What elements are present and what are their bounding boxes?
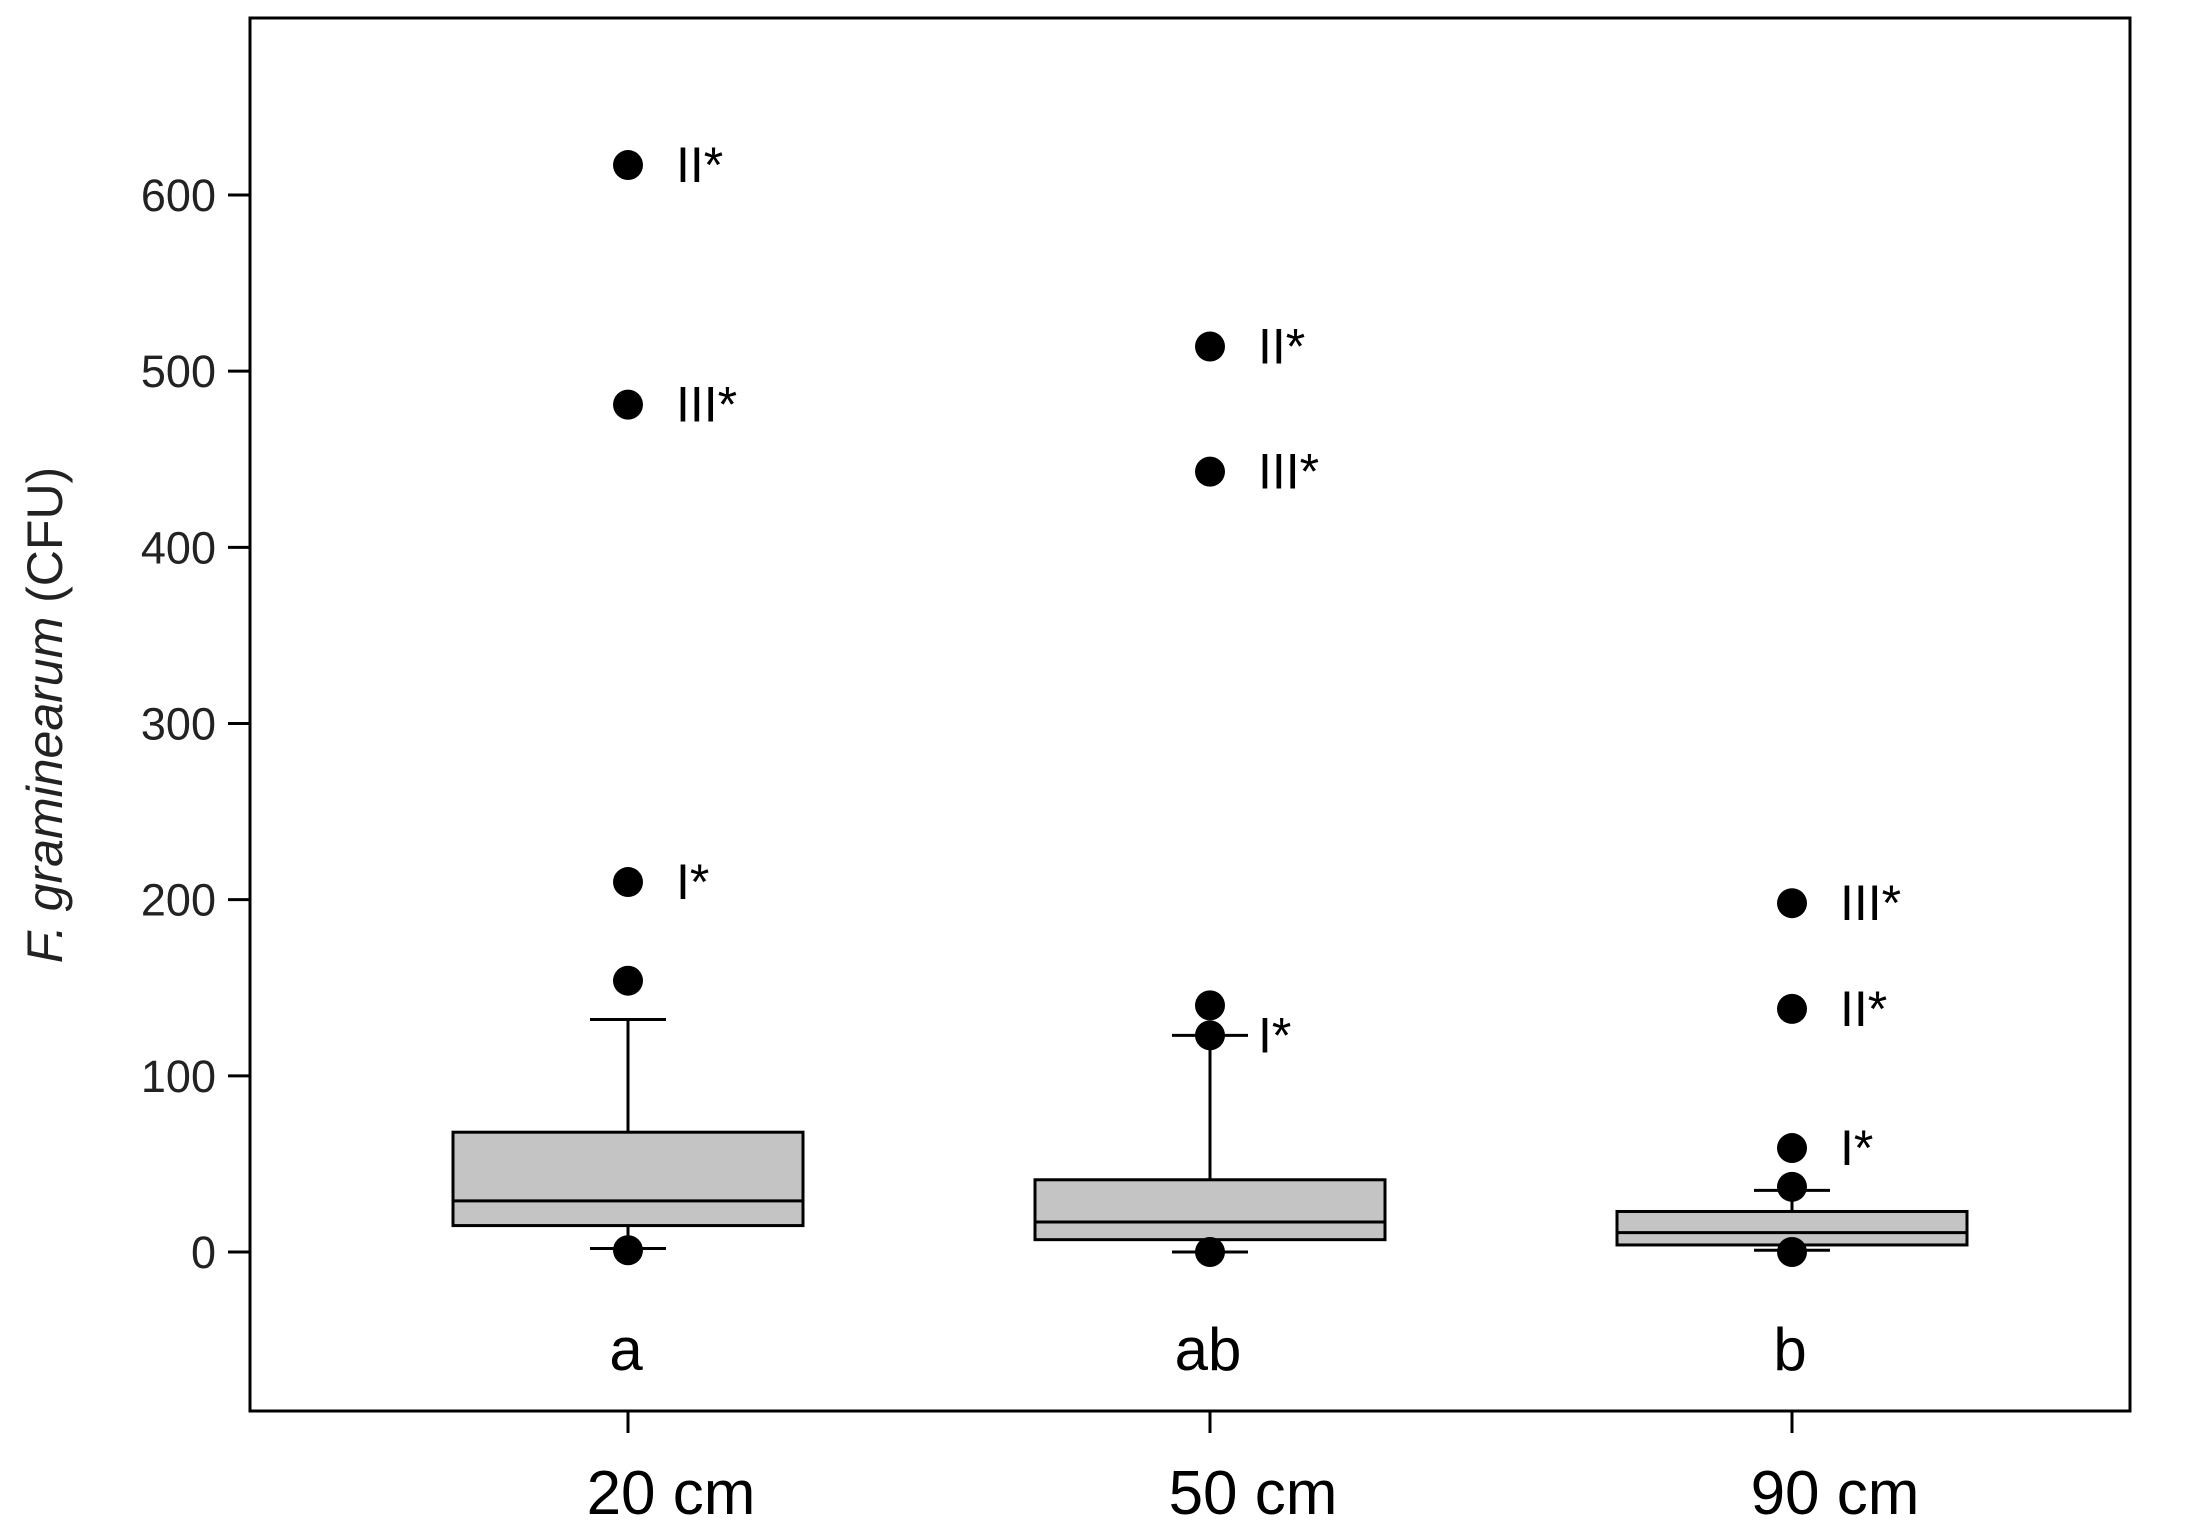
outlier-point — [613, 150, 643, 181]
outlier-label: III* — [676, 377, 737, 433]
y-tick-label: 300 — [141, 699, 216, 750]
outlier-point — [613, 867, 643, 898]
outlier-label: II* — [1258, 319, 1305, 375]
y-tick-label: 600 — [141, 170, 216, 221]
box-iqr — [1033, 1178, 1387, 1242]
y-tick-label: 100 — [141, 1051, 216, 1102]
y-axis-title: F. graminearum (CFU) — [17, 467, 73, 963]
box-iqr — [451, 1130, 805, 1228]
x-category-label: 20 cm — [587, 1459, 756, 1528]
outlier-point — [1777, 888, 1807, 919]
group-letter: a — [609, 1316, 643, 1383]
outlier-point — [1195, 1237, 1225, 1267]
y-tick-label: 200 — [141, 875, 216, 926]
outlier-label: II* — [1840, 981, 1887, 1037]
y-tick-label: 400 — [141, 522, 216, 573]
outlier-point — [1777, 1237, 1807, 1267]
y-axis-title-species: F. graminearum — [17, 617, 73, 963]
outlier-point — [613, 389, 643, 420]
outlier-label: III* — [1840, 875, 1901, 931]
y-axis-title-unit: (CFU) — [17, 467, 73, 603]
y-tick-label: 500 — [141, 346, 216, 397]
box-group: II* III* I* — [1033, 319, 1387, 1267]
y-tick-label: 0 — [191, 1227, 216, 1278]
box-series: II* III* I* II* III* I* III* II* I* — [451, 137, 1969, 1267]
box-group: III* II* I* — [1615, 875, 1969, 1267]
group-letter: ab — [1175, 1316, 1242, 1383]
outlier-point — [613, 965, 643, 996]
y-axis: 0 100 200 300 400 500 600 — [141, 170, 250, 1278]
plot-frame — [248, 16, 2132, 1413]
group-letters: a ab b — [609, 1316, 1806, 1383]
x-category-label: 50 cm — [1169, 1459, 1338, 1528]
box-group: II* III* I* — [451, 137, 805, 1266]
outlier-point — [1195, 1020, 1225, 1051]
x-category-label: 90 cm — [1751, 1459, 1920, 1528]
outlier-point — [613, 1235, 643, 1266]
group-letter: b — [1773, 1316, 1806, 1383]
outlier-label: I* — [676, 854, 709, 910]
outlier-label: I* — [1840, 1120, 1873, 1176]
outlier-point — [1195, 456, 1225, 487]
x-axis: 20 cm 50 cm 90 cm — [587, 1411, 1920, 1528]
outlier-point — [1777, 993, 1807, 1024]
outlier-point — [1777, 1171, 1807, 1202]
outlier-point — [1195, 331, 1225, 362]
outlier-point — [1777, 1133, 1807, 1164]
outlier-label: III* — [1258, 444, 1319, 500]
outlier-point — [1195, 990, 1225, 1021]
outlier-label: I* — [1258, 1007, 1291, 1063]
outlier-label: II* — [676, 137, 723, 193]
